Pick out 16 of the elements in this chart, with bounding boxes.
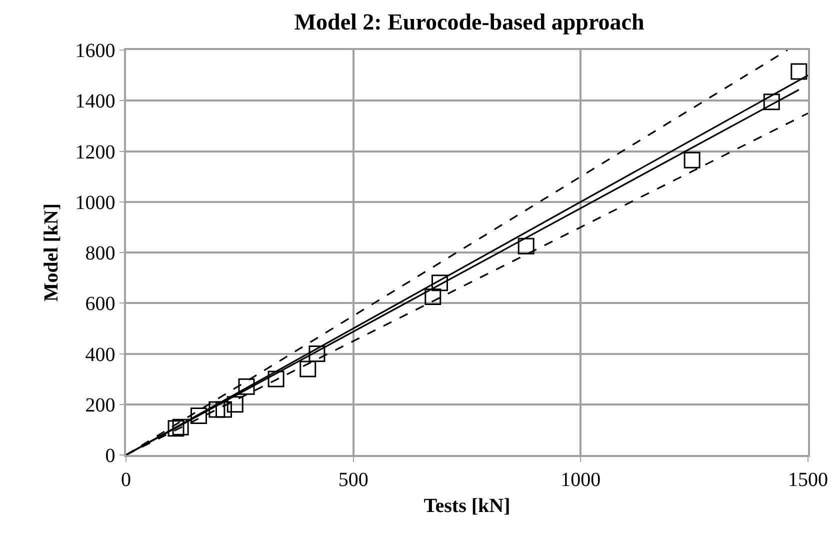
y-axis-title: Model [kN]	[40, 203, 62, 302]
x-axis-title: Tests [kN]	[424, 494, 510, 517]
y-tick-label: 600	[85, 293, 116, 316]
y-tick-label: 200	[85, 394, 116, 416]
y-tick-label: 400	[85, 344, 116, 366]
x-tick-label: 500	[338, 468, 368, 491]
x-tick-label: 1000	[560, 468, 601, 491]
y-tick-label: 1000	[75, 192, 116, 214]
x-tick-label: 1500	[788, 468, 828, 491]
y-tick-label: 1600	[75, 40, 116, 62]
y-tick-label: 1200	[75, 141, 116, 164]
y-tick-label: 1400	[75, 90, 116, 113]
y-tick-label: 0	[105, 445, 116, 467]
y-tick-label: 800	[85, 242, 116, 264]
chart-title: Model 2: Eurocode-based approach	[294, 9, 644, 34]
x-tick-label: 0	[121, 468, 131, 491]
